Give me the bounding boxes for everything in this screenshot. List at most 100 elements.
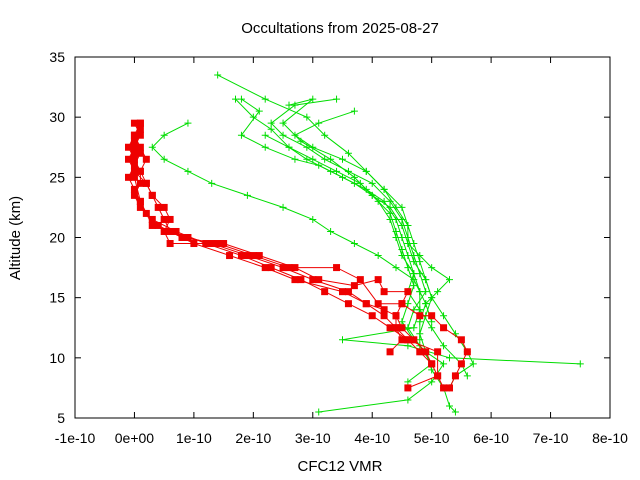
data-point: [416, 336, 424, 344]
data-point: [309, 155, 317, 163]
data-point: [315, 408, 323, 416]
data-point: [285, 101, 293, 109]
data-point: [428, 312, 436, 320]
data-point: [398, 318, 406, 326]
x-axis-label: CFC12 VMR: [297, 458, 382, 475]
data-point: [410, 276, 418, 284]
data-point: [368, 312, 376, 320]
series-line: [264, 134, 451, 340]
data-point: [404, 252, 412, 260]
data-point: [339, 336, 346, 344]
data-point: [446, 384, 453, 392]
data-point: [148, 221, 156, 229]
data-point: [380, 306, 388, 314]
series-line: [127, 122, 403, 353]
data-point: [136, 167, 144, 175]
data-point: [398, 300, 406, 308]
x-tick-label: 8e-10: [592, 430, 628, 446]
y-tick-label: 15: [49, 290, 65, 306]
data-point: [285, 143, 293, 151]
data-point: [166, 240, 174, 248]
data-point: [333, 264, 341, 272]
chart-title: Occultations from 2025-08-27: [241, 20, 439, 37]
plot-marks: [125, 71, 584, 416]
data-point: [434, 372, 442, 380]
data-point: [440, 384, 448, 392]
data-point: [356, 179, 364, 187]
data-point: [130, 149, 138, 157]
x-axis: -1e-10 0e+00 1e-10 2e-10 3e-10 4e-10 5e-10 6e-1…: [55, 57, 628, 446]
data-point: [469, 360, 477, 368]
data-point: [136, 197, 144, 205]
x-tick-label: 4e-10: [354, 430, 390, 446]
data-point: [374, 252, 382, 260]
data-point: [392, 234, 400, 241]
data-point: [410, 324, 418, 332]
data-point: [398, 203, 406, 211]
data-point: [362, 167, 370, 175]
data-point: [136, 203, 144, 211]
data-point: [410, 270, 418, 278]
data-point: [380, 185, 388, 193]
x-tick-label: 2e-10: [235, 430, 271, 446]
data-point: [428, 366, 436, 374]
data-point: [321, 155, 329, 163]
x-tick-label: -1e-10: [55, 430, 96, 446]
y-tick-label: 30: [49, 109, 65, 125]
data-point: [125, 143, 132, 151]
data-point: [398, 215, 406, 223]
data-point: [404, 384, 412, 392]
data-point: [261, 264, 269, 272]
data-point: [321, 131, 329, 139]
data-point: [184, 167, 192, 175]
data-point: [255, 252, 263, 260]
green-series: [237, 95, 471, 380]
data-point: [279, 264, 287, 272]
data-point: [428, 324, 436, 332]
data-point: [130, 191, 138, 199]
data-point: [350, 282, 358, 290]
data-point: [249, 252, 257, 260]
y-axis-label: Altitude (km): [7, 196, 24, 280]
data-point: [136, 125, 144, 133]
data-point: [160, 227, 168, 235]
data-point: [398, 324, 406, 332]
data-point: [446, 354, 453, 362]
data-point: [428, 318, 436, 326]
data-point: [428, 264, 436, 272]
green-series: [261, 131, 453, 344]
data-point: [463, 372, 471, 380]
data-point: [130, 137, 138, 145]
data-point: [386, 197, 394, 205]
data-point: [350, 107, 358, 115]
data-point: [130, 119, 138, 127]
red-series: [130, 131, 448, 392]
series-line: [293, 110, 474, 389]
data-point: [291, 101, 299, 109]
data-point: [297, 276, 305, 284]
data-point: [398, 336, 406, 344]
data-point: [368, 179, 376, 187]
data-point: [291, 276, 299, 284]
data-point: [344, 149, 352, 157]
data-point: [386, 215, 394, 223]
data-point: [404, 324, 412, 332]
data-point: [446, 276, 453, 284]
data-point: [243, 252, 251, 260]
data-point: [428, 378, 436, 386]
data-point: [267, 119, 275, 127]
green-series: [267, 95, 436, 386]
data-point: [130, 131, 138, 139]
data-point: [362, 300, 370, 308]
data-point: [237, 131, 245, 139]
data-point: [404, 342, 412, 350]
data-point: [148, 191, 156, 199]
data-point: [416, 318, 424, 326]
data-point: [457, 336, 465, 344]
data-point: [404, 396, 412, 404]
data-point: [148, 143, 156, 151]
data-point: [142, 179, 150, 187]
data-point: [232, 95, 239, 103]
data-point: [309, 95, 317, 103]
